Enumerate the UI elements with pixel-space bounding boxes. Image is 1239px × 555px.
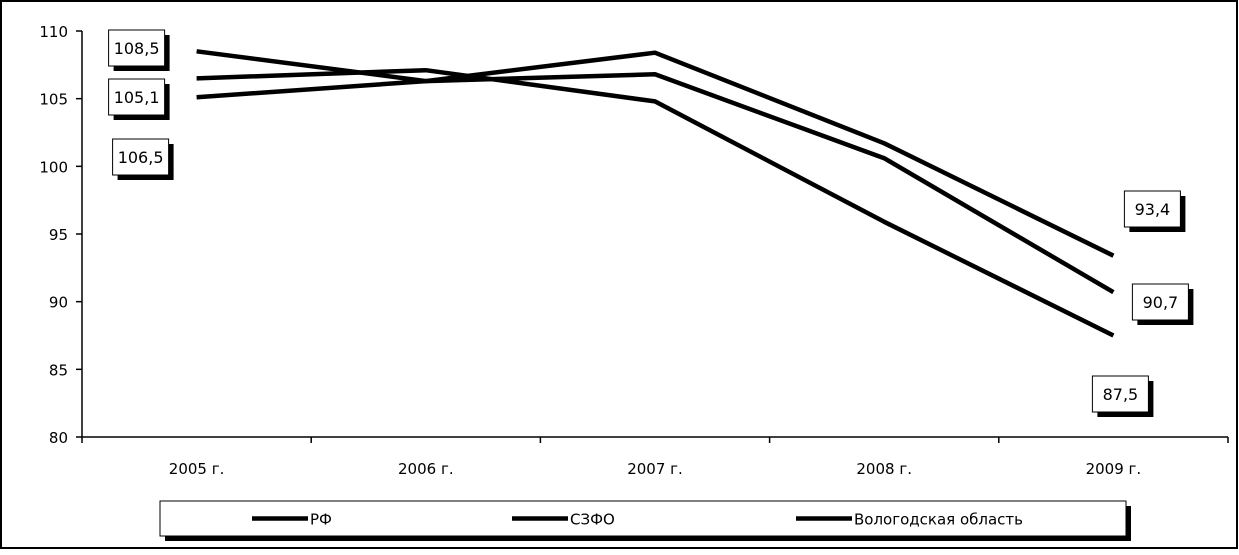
x-tick-label: 2008 г. bbox=[856, 460, 912, 478]
x-tick-label: 2006 г. bbox=[398, 460, 454, 478]
y-tick-label: 90 bbox=[49, 294, 68, 312]
x-tick-label: 2005 г. bbox=[169, 460, 225, 478]
data-label-text: 106,5 bbox=[118, 148, 164, 167]
data-label: 105,1 bbox=[109, 79, 170, 120]
y-tick-label: 100 bbox=[39, 158, 68, 176]
data-label-text: 93,4 bbox=[1135, 200, 1171, 219]
data-label: 106,5 bbox=[113, 139, 174, 180]
data-label-text: 105,1 bbox=[114, 88, 160, 107]
data-label: 87,5 bbox=[1092, 376, 1153, 417]
x-tick-label: 2009 г. bbox=[1086, 460, 1142, 478]
y-tick-label: 105 bbox=[39, 91, 68, 109]
legend-label: Вологодская область bbox=[854, 511, 1023, 529]
y-tick-label: 110 bbox=[39, 23, 68, 41]
legend-label: СЗФО bbox=[570, 511, 615, 529]
y-tick-label: 95 bbox=[49, 226, 68, 244]
data-label: 90,7 bbox=[1132, 284, 1193, 325]
legend: РФ СЗФО Вологодская область bbox=[160, 501, 1131, 541]
data-label: 93,4 bbox=[1124, 191, 1185, 232]
data-label-text: 90,7 bbox=[1143, 293, 1179, 312]
y-tick-label: 85 bbox=[49, 361, 68, 379]
data-label: 108,5 bbox=[109, 30, 170, 71]
legend-label: РФ bbox=[310, 511, 332, 529]
data-label-text: 108,5 bbox=[114, 39, 160, 58]
data-label-text: 87,5 bbox=[1103, 385, 1139, 404]
x-tick-label: 2007 г. bbox=[627, 460, 683, 478]
y-tick-label: 80 bbox=[49, 429, 68, 447]
